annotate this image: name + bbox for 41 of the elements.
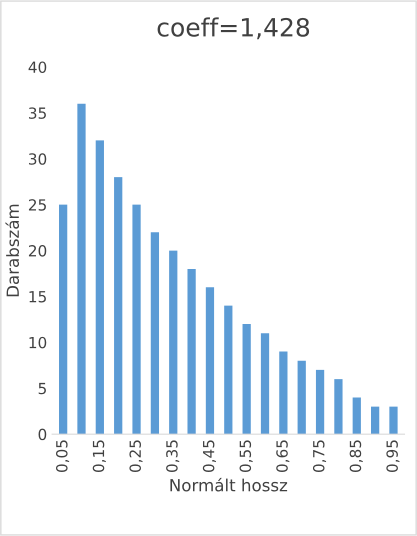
- y-tick-label: 10: [30, 336, 46, 348]
- bar: [389, 406, 398, 434]
- y-axis-title: Darabszám: [5, 204, 20, 296]
- bar: [352, 397, 361, 434]
- bar: [334, 379, 343, 434]
- bar: [132, 204, 141, 434]
- bar: [59, 204, 68, 434]
- bar: [224, 306, 232, 434]
- y-tick-label: 40: [28, 61, 46, 74]
- bar: [114, 177, 122, 434]
- bar: [242, 324, 251, 434]
- bar: [279, 352, 288, 434]
- bar: [260, 333, 270, 434]
- y-tick-label: 30: [28, 153, 46, 165]
- bar: [96, 140, 104, 434]
- x-tick-label: 0,05: [56, 440, 70, 472]
- x-tick-label: 0,55: [240, 440, 253, 472]
- x-tick-label: 0,65: [276, 440, 290, 472]
- bar: [370, 406, 380, 434]
- bar: [206, 287, 214, 434]
- y-tick-label: 20: [28, 245, 46, 257]
- x-axis-title: Normált hossz: [170, 478, 288, 492]
- x-tick-label: 0,45: [202, 440, 216, 472]
- y-tick-label: 25: [28, 199, 46, 211]
- y-tick-label: 0: [38, 428, 46, 440]
- y-tick-label: 5: [38, 382, 46, 394]
- y-tick-label: 35: [28, 107, 46, 119]
- bar: [187, 268, 196, 434]
- bar: [150, 232, 160, 434]
- x-tick-label: 0,75: [312, 440, 326, 472]
- x-tick-label: 0,35: [166, 440, 180, 472]
- bar: [316, 370, 324, 434]
- bar: [298, 360, 306, 434]
- bar: [169, 250, 178, 434]
- x-tick-label: 0,85: [350, 440, 363, 472]
- x-tick-label: 0,25: [129, 440, 143, 472]
- x-tick-label: 0,95: [386, 440, 400, 472]
- x-tick-label: 0,15: [92, 440, 106, 472]
- chart-title: coeff=1,428: [158, 17, 310, 40]
- y-tick-label: 15: [30, 291, 46, 302]
- bar: [77, 104, 86, 434]
